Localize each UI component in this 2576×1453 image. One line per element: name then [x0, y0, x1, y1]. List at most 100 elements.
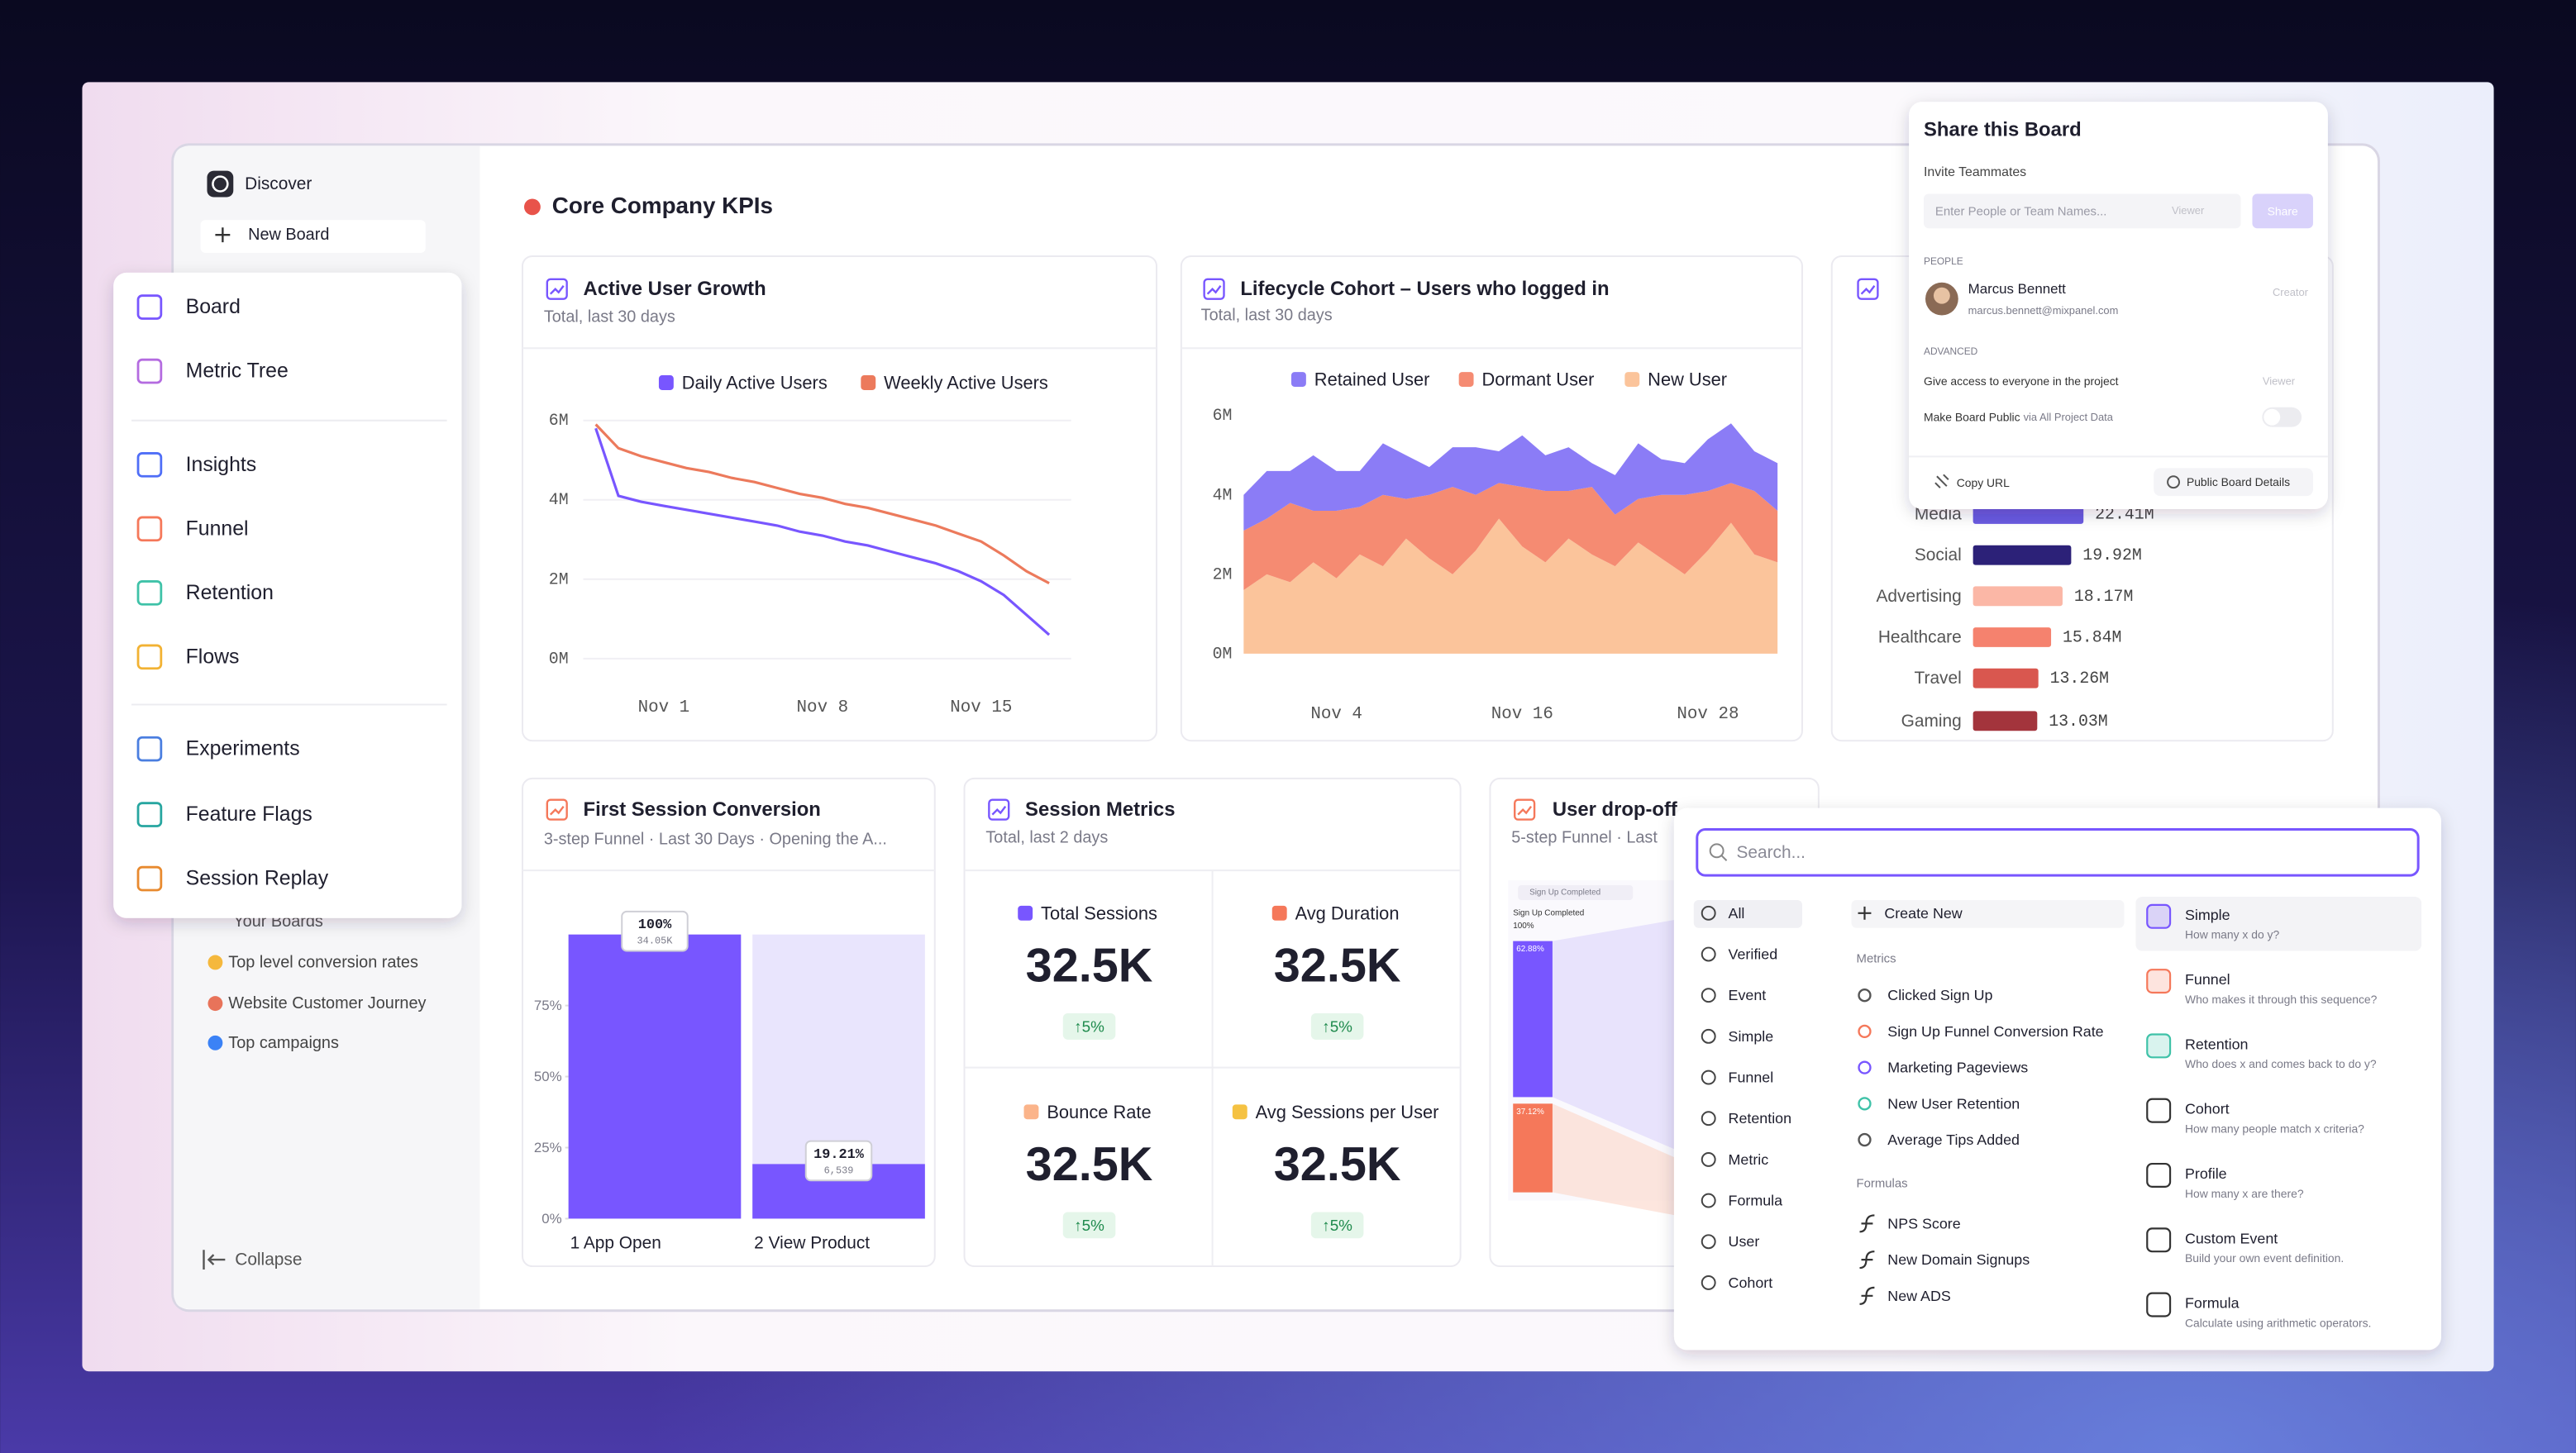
nav-item[interactable]: Flows — [186, 646, 240, 668]
formula-item[interactable]: NPS Score — [1887, 1215, 1960, 1231]
nav-item[interactable]: Board — [186, 296, 241, 318]
type-title[interactable]: Cohort — [2185, 1101, 2230, 1117]
setting-label: Give access to everyone in the project — [1924, 374, 2119, 388]
metric-value: 32.5K — [1274, 939, 1401, 992]
widget-icon-line — [991, 805, 1007, 816]
value-label: 19.92M — [2082, 545, 2142, 565]
type-description: Who makes it through this sequence? — [2185, 993, 2378, 1006]
metric-item[interactable]: Clicked Sign Up — [1887, 987, 1992, 1003]
nav-item[interactable]: Funnel — [186, 517, 249, 540]
metric-swatch — [1232, 1104, 1247, 1120]
type-title[interactable]: Profile — [2185, 1165, 2227, 1182]
filter-item[interactable]: Event — [1729, 987, 1767, 1003]
bar-tooltip — [621, 910, 689, 952]
search-placeholder: Search... — [1736, 843, 1805, 862]
gear-icon — [2167, 475, 2181, 489]
type-title[interactable]: Retention — [2185, 1036, 2249, 1052]
filter-item[interactable]: Retention — [1729, 1110, 1792, 1127]
type-title[interactable]: Formula — [2185, 1295, 2240, 1312]
section-heading: Formulas — [1857, 1178, 1908, 1191]
filter-item[interactable]: Cohort — [1729, 1274, 1773, 1291]
filter-item[interactable]: Metric — [1729, 1151, 1769, 1168]
filter-icon — [1701, 1028, 1716, 1044]
type-icon — [2146, 1292, 2172, 1317]
create-new[interactable] — [1851, 899, 2125, 928]
widget-subtitle: 5-step Funnel · Last — [1511, 828, 1658, 846]
nav-item[interactable]: Session Replay — [186, 868, 329, 890]
dialog-title: Share this Board — [1924, 118, 2082, 141]
nav-icon — [136, 358, 163, 384]
category-label: 1 App Open — [570, 1234, 661, 1253]
type-title[interactable]: Custom Event — [2185, 1230, 2278, 1246]
new-board-button[interactable] — [200, 220, 426, 254]
input-placeholder: Enter People or Team Names... — [1935, 205, 2106, 218]
x-tick-label: Nov 4 — [1310, 705, 1362, 724]
plus-icon — [1858, 906, 1872, 920]
metric-item[interactable]: New User Retention — [1887, 1095, 2020, 1112]
widget-title: Lifecycle Cohort – Users who logged in — [1240, 278, 1609, 300]
filter-item[interactable]: Simple — [1729, 1028, 1774, 1045]
filter-item[interactable]: All — [1729, 905, 1745, 922]
nav-item[interactable]: Experiments — [186, 738, 300, 760]
nav-item[interactable]: Retention — [186, 582, 274, 604]
change-badge — [1310, 1212, 1364, 1239]
widget-subtitle: Total, last 30 days — [544, 308, 675, 326]
filter-item[interactable]: Verified — [1729, 946, 1778, 963]
bar — [1973, 545, 2072, 565]
role-select[interactable]: Viewer — [2172, 204, 2205, 217]
filter-item[interactable]: User — [1729, 1233, 1760, 1250]
search-card — [1673, 807, 2441, 1351]
type-title[interactable]: Simple — [2185, 907, 2230, 923]
widget-title: Active User Growth — [584, 278, 766, 300]
metric-label: Avg Sessions per User — [1256, 1102, 1439, 1122]
bar-label: 37.12% — [1516, 1108, 1544, 1117]
new-board-label[interactable]: New Board — [248, 226, 329, 244]
nav-item[interactable]: Insights — [186, 454, 257, 476]
filter-item[interactable]: Funnel — [1729, 1070, 1774, 1086]
metric-icon — [1858, 1024, 1872, 1039]
legend-swatch — [1290, 372, 1306, 387]
metric-item[interactable]: Average Tips Added — [1887, 1131, 2020, 1148]
board-link[interactable]: Top level conversion rates — [228, 953, 418, 971]
type-description: Build your own event definition. — [2185, 1251, 2344, 1265]
metric-swatch — [1271, 905, 1287, 921]
filter-item[interactable]: Formula — [1729, 1193, 1783, 1209]
category-label: Healthcare — [1878, 628, 1962, 647]
x-tick-label: Nov 28 — [1677, 705, 1739, 724]
share-button[interactable] — [2252, 193, 2313, 229]
widget-icon — [546, 278, 568, 300]
create-new-label[interactable]: Create New — [1884, 905, 1962, 922]
nav-item[interactable]: Feature Flags — [186, 803, 312, 826]
metric-item[interactable]: Sign Up Funnel Conversion Rate — [1887, 1023, 2103, 1040]
board-link[interactable]: Top campaigns — [228, 1034, 339, 1052]
y-tick-label: 0M — [549, 649, 569, 668]
type-title[interactable]: Funnel — [2185, 971, 2230, 988]
copy-url-button[interactable]: Copy URL — [1957, 476, 2010, 489]
type-description: How many people match x criteria? — [2185, 1122, 2364, 1136]
metric-item[interactable]: Marketing Pageviews — [1887, 1060, 2028, 1076]
type-icon — [2146, 1162, 2172, 1188]
section-heading: ADVANCED — [1924, 345, 1978, 357]
formula-item[interactable]: New Domain Signups — [1887, 1251, 2030, 1268]
category-label: Media — [1915, 504, 1962, 523]
value-label: 100% — [638, 917, 672, 933]
details-button-label[interactable]: Public Board Details — [2187, 475, 2290, 488]
nav-item[interactable]: Metric Tree — [186, 360, 289, 383]
widget-icon-line — [1860, 285, 1876, 295]
nav-icon — [136, 516, 163, 542]
formula-item[interactable]: New ADS — [1887, 1288, 1951, 1304]
invite-input[interactable] — [1924, 193, 2241, 229]
metric-swatch — [1018, 905, 1033, 921]
details-button[interactable] — [2154, 468, 2313, 497]
search-input[interactable] — [1696, 828, 2420, 877]
role-select[interactable]: Viewer — [2263, 375, 2296, 388]
collapse-button[interactable]: Collapse — [235, 1251, 302, 1270]
metric-change: ↑5% — [1322, 1217, 1352, 1234]
type-icon — [2146, 1098, 2172, 1123]
share-button-label[interactable]: Share — [2268, 204, 2298, 217]
metric-icon — [1858, 989, 1872, 1003]
discover-icon-ring — [212, 175, 229, 193]
discover-link[interactable]: Discover — [245, 174, 312, 193]
board-link[interactable]: Website Customer Journey — [228, 994, 426, 1012]
